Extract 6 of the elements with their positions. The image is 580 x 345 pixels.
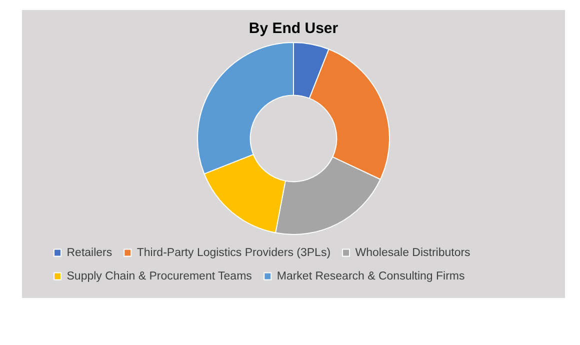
legend-label: Wholesale Distributors — [355, 246, 471, 259]
legend-label: Retailers — [66, 246, 112, 259]
legend-label: Third-Party Logistics Providers (3PLs) — [136, 246, 331, 259]
legend-label: Market Research & Consulting Firms — [276, 270, 466, 282]
legend-label: Supply Chain & Procurement Teams — [66, 270, 252, 282]
chart-title: By End User — [248, 20, 338, 38]
